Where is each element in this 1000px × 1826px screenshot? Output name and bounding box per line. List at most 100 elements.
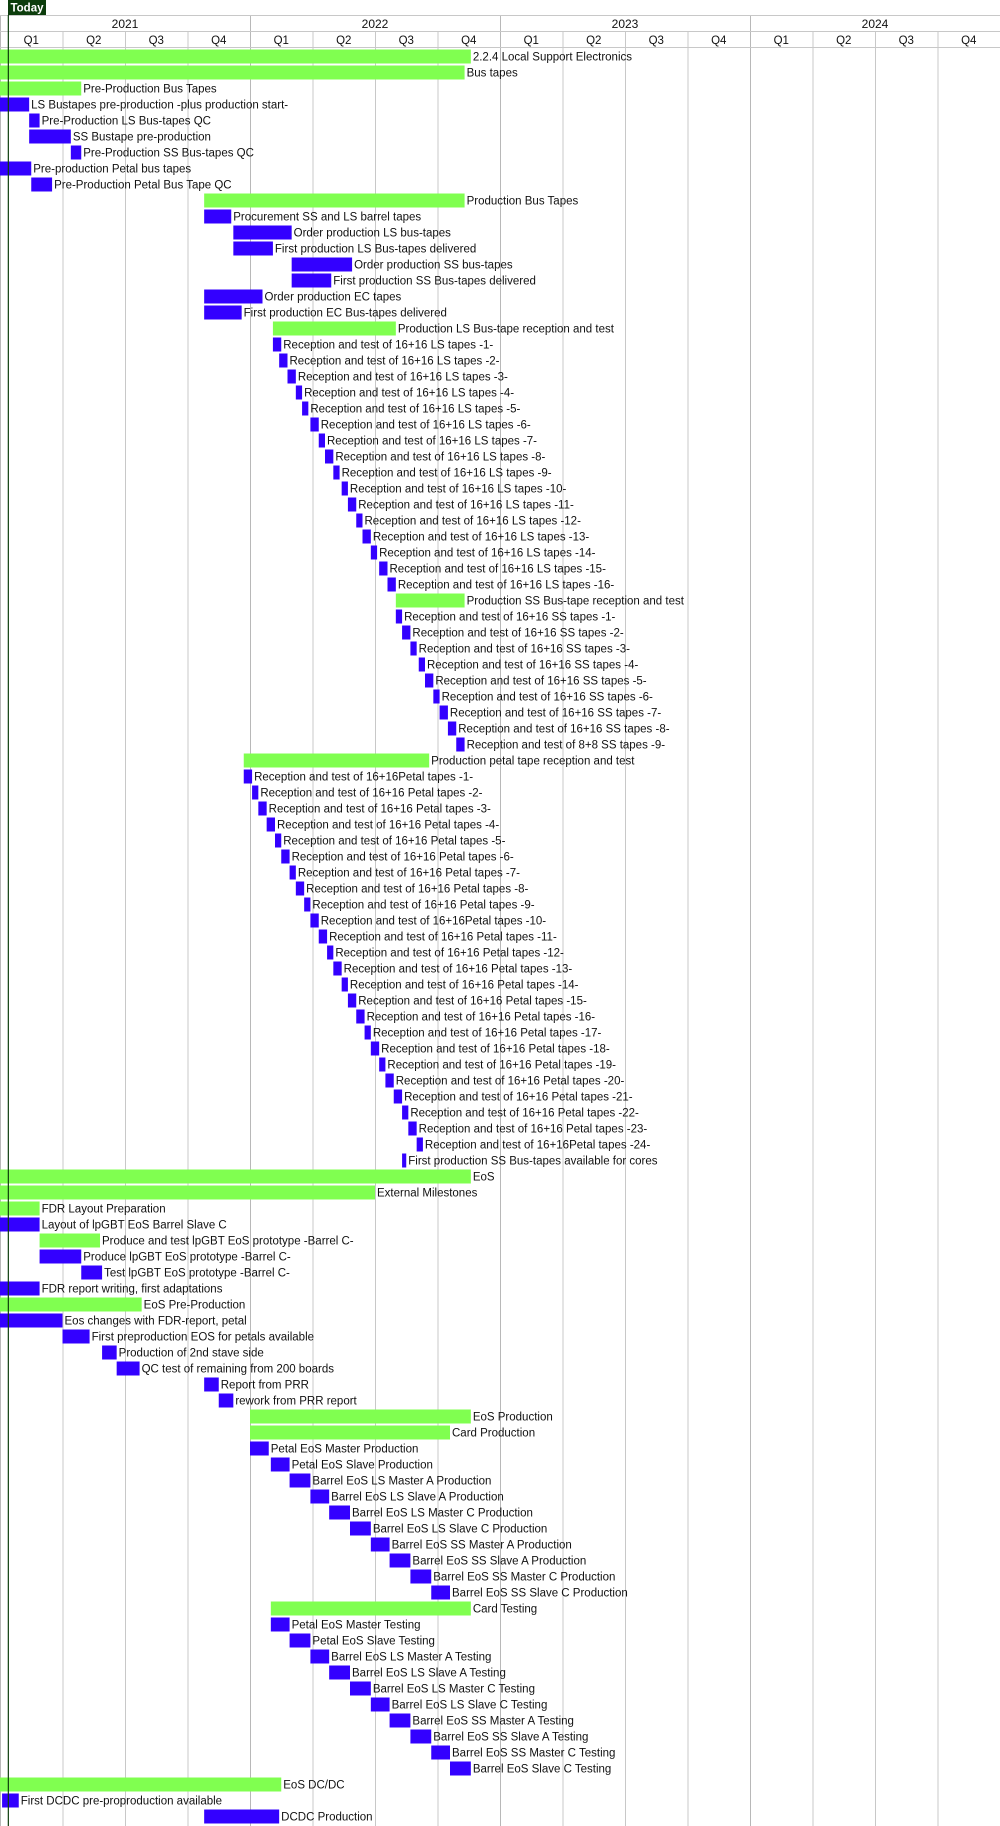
gantt-bar-label: FDR Layout Preparation [42, 1204, 166, 1216]
gantt-bar [356, 1009, 365, 1024]
gantt-bar-label: Reception and test of 16+16 LS tapes -15… [390, 564, 607, 576]
gantt-bar [0, 1169, 471, 1184]
gantt-bar [0, 1281, 40, 1296]
quarter-label: Q4 [711, 35, 727, 47]
gantt-bar [81, 1265, 103, 1280]
gantt-bar-label: Reception and test of 16+16 LS tapes -12… [365, 516, 582, 528]
gantt-bar [433, 689, 440, 704]
gantt-bar-label: Barrel EoS LS Master A Testing [331, 1652, 491, 1664]
gantt-bar-label: DCDC Production [281, 1812, 372, 1824]
gantt-bar-label: Reception and test of 16+16Petal tapes -… [321, 916, 547, 928]
gantt-bar-label: First production EC Bus-tapes delivered [244, 308, 447, 320]
gantt-bar [0, 1297, 142, 1312]
gantt-bar [204, 193, 465, 208]
timeline-header: 2021 2022 2023 2024 Q1 Q2 Q3 Q4 Q1 Q2 Q3 Q4 Q1 Q2 Q3 Q4… [0, 15, 1000, 48]
gantt-bar [0, 1313, 63, 1328]
gantt-bar [333, 961, 342, 976]
gantt-bar-label: Barrel EoS LS Master C Testing [373, 1684, 535, 1696]
gantt-bar [370, 1537, 390, 1552]
gantt-bar [370, 1697, 390, 1712]
gantt-bar-label: Barrel EoS SS Master A Testing [412, 1716, 574, 1728]
gantt-bar-label: Reception and test of 16+16 LS tapes -3- [298, 372, 508, 384]
gantt-bar [310, 913, 319, 928]
quarter-label: Q4 [961, 35, 977, 47]
gantt-bar [0, 161, 32, 176]
gantt-bar-label: Barrel EoS SS Master A Production [392, 1540, 572, 1552]
gantt-bar-label: First production SS Bus-tapes available … [408, 1156, 658, 1168]
gantt-bar-label: Reception and test of 16+16 Petal tapes … [292, 852, 514, 864]
gantt-bar [362, 529, 371, 544]
gantt-bar-label: Barrel EoS LS Master A Production [312, 1476, 491, 1488]
gantt-bar [250, 1441, 269, 1456]
gantt-bar-label: First production SS Bus-tapes delivered [333, 276, 536, 288]
quarter-label: Q1 [274, 35, 289, 47]
gantt-bar-label: Production of 2nd stave side [119, 1348, 264, 1360]
gantt-bar [410, 1569, 432, 1584]
grid-lines [0, 15, 939, 1826]
gantt-bar-label: Petal EoS Slave Production [292, 1460, 433, 1472]
gantt-bar [402, 1153, 407, 1168]
gantt-bar [0, 97, 30, 112]
gantt-bar [364, 1025, 371, 1040]
gantt-bar [31, 177, 53, 192]
gantt-bar [341, 977, 348, 992]
gantt-bar [29, 113, 40, 128]
gantt-bar-label: Reception and test of 16+16 LS tapes -2- [290, 356, 500, 368]
today-label: Today [10, 3, 44, 15]
gantt-bar-label: Reception and test of 8+8 SS tapes -9- [467, 740, 666, 752]
gantt-bar [329, 1505, 350, 1520]
gantt-bar-label: Reception and test of 16+16 Petal tapes … [269, 804, 491, 816]
gantt-bar-label: Reception and test of 16+16 Petal tapes … [260, 788, 482, 800]
gantt-bar-label: Reception and test of 16+16 Petal tapes … [396, 1076, 625, 1088]
task-bars [0, 49, 471, 1824]
gantt-bar [379, 561, 388, 576]
gantt-bar-label: First production LS Bus-tapes delivered [275, 244, 476, 256]
gantt-bar [410, 1729, 432, 1744]
gantt-bar [289, 1633, 311, 1648]
today-marker: Today [7, 0, 46, 1826]
gantt-bar-label: Reception and test of 16+16 Petal tapes … [283, 836, 505, 848]
quarter-label: Q1 [774, 35, 789, 47]
gantt-bar [0, 49, 471, 64]
gantt-bar [431, 1745, 450, 1760]
quarter-label: Q2 [836, 35, 851, 47]
gantt-bar-label: LS Bustapes pre-production -plus product… [31, 100, 288, 112]
year-label: 2024 [862, 17, 889, 31]
gantt-bar-label: Reception and test of 16+16 LS tapes -16… [398, 580, 615, 592]
gantt-bar-label: Reception and test of 16+16 Petal tapes … [277, 820, 499, 832]
gantt-bar-label: Barrel EoS SS Slave A Production [412, 1556, 586, 1568]
gantt-bar [275, 833, 282, 848]
gantt-bar-label: Reception and test of 16+16 Petal tapes … [373, 1028, 602, 1040]
year-label: 2023 [612, 17, 639, 31]
gantt-bar-label: Reception and test of 16+16 Petal tapes … [335, 948, 564, 960]
gantt-bar-label: Reception and test of 16+16 Petal tapes … [367, 1012, 596, 1024]
gantt-bar [289, 865, 296, 880]
gantt-bar-label: Pre-production Petal bus tapes [33, 164, 191, 176]
gantt-bar-label: Barrel EoS SS Master C Testing [452, 1748, 615, 1760]
gantt-bar [0, 1201, 40, 1216]
gantt-bar-label: EoS [473, 1172, 495, 1184]
gantt-bar-label: Reception and test of 16+16 Petal tapes … [358, 996, 587, 1008]
gantt-bar-label: Barrel EoS LS Slave C Testing [392, 1700, 548, 1712]
gantt-bar [116, 1361, 140, 1376]
gantt-bar-label: Produce and test lpGBT EoS prototype -Ba… [102, 1236, 354, 1248]
year-label: 2022 [362, 17, 389, 31]
gantt-bar [295, 385, 303, 400]
gantt-bar [204, 289, 263, 304]
gantt-bar [204, 305, 242, 320]
quarter-label: Q3 [149, 35, 164, 47]
gantt-bar-label: Pre-Production Petal Bus Tape QC [54, 180, 232, 192]
gantt-bar-label: Reception and test of 16+16 Petal tapes … [344, 964, 573, 976]
gantt-bar-label: Reception and test of 16+16 LS tapes -5- [310, 404, 520, 416]
gantt-bar [0, 65, 465, 80]
gantt-bar [318, 433, 325, 448]
gantt-bar [243, 753, 430, 768]
gantt-bar [389, 1553, 411, 1568]
gantt-bar [389, 1713, 411, 1728]
gantt-bar [250, 1409, 471, 1424]
gantt-bar [408, 1121, 417, 1136]
gantt-bar [418, 657, 425, 672]
gantt-bar-label: Reception and test of 16+16 LS tapes -14… [379, 548, 596, 560]
gantt-bar [387, 577, 396, 592]
quarter-label: Q1 [524, 35, 539, 47]
